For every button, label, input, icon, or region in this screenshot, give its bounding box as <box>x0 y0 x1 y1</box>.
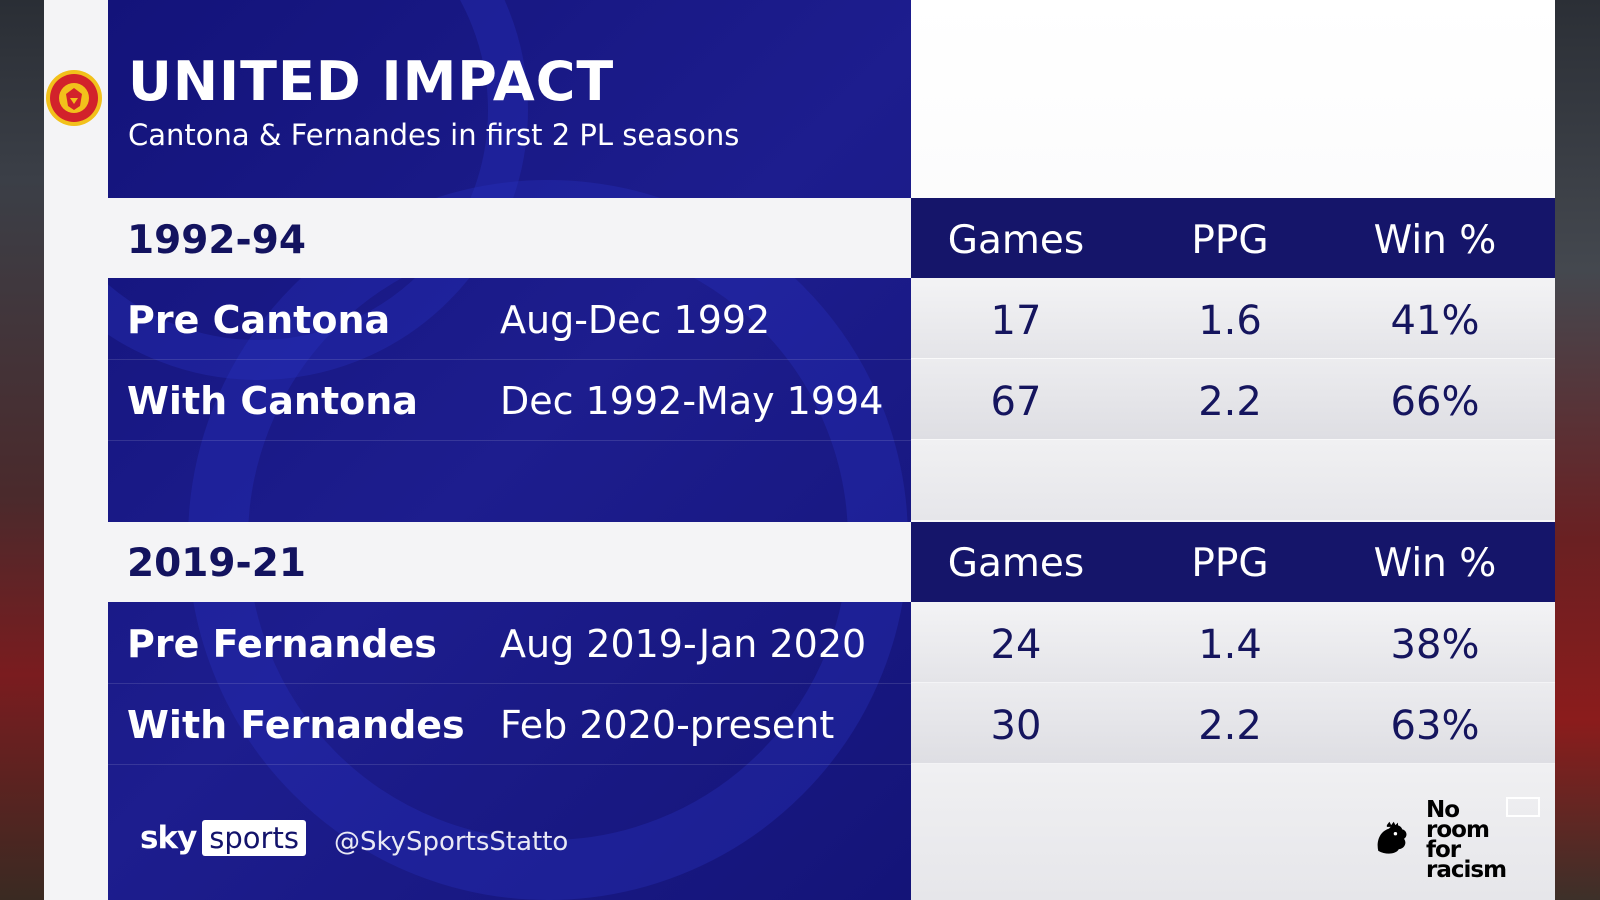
row-name: Pre Fernandes <box>127 622 437 666</box>
twitter-handle: @SkySportsStatto <box>334 827 569 857</box>
campaign-word: racism <box>1426 857 1507 883</box>
cell-ppg: 1.4 <box>1198 622 1262 668</box>
manchester-united-crest-icon <box>46 70 102 126</box>
row-name: Pre Cantona <box>127 298 391 342</box>
row-name: With Fernandes <box>127 703 465 747</box>
stadium-background-right <box>1555 0 1600 900</box>
table-spacer-band <box>911 440 1555 520</box>
column-header-ppg: PPG <box>1191 218 1269 263</box>
table-spacer-band <box>911 764 1555 900</box>
cell-ppg: 2.2 <box>1198 379 1262 425</box>
section-header-bar <box>108 198 911 278</box>
cell-win: 63% <box>1390 703 1480 749</box>
row-period: Dec 1992-May 1994 <box>500 379 884 423</box>
row-divider <box>108 440 911 441</box>
section-header-bar <box>108 522 911 602</box>
cell-games: 30 <box>990 703 1042 749</box>
row-period: Aug 2019-Jan 2020 <box>500 622 867 666</box>
cell-win: 38% <box>1390 622 1480 668</box>
section-label: 2019-21 <box>127 541 307 586</box>
stadium-background-left <box>0 0 44 900</box>
cell-games: 67 <box>990 379 1042 425</box>
row-divider <box>108 683 911 684</box>
column-header-bar <box>911 198 1555 278</box>
campaign-word: for <box>1426 837 1461 863</box>
row-divider <box>108 359 911 360</box>
campaign-word: No <box>1426 797 1460 823</box>
table-row-band <box>911 278 1555 358</box>
page-subtitle: Cantona & Fernandes in first 2 PL season… <box>128 118 740 152</box>
column-header-bar <box>911 522 1555 602</box>
cell-win: 41% <box>1390 298 1480 344</box>
page-title: UNITED IMPACT <box>128 50 615 113</box>
cell-games: 17 <box>990 298 1042 344</box>
column-header-games: Games <box>947 541 1085 586</box>
sports-wordmark: sports <box>202 820 306 856</box>
table-row-band <box>911 602 1555 682</box>
column-header-win: Win % <box>1373 541 1497 586</box>
row-name: With Cantona <box>127 379 418 423</box>
cell-ppg: 1.6 <box>1198 298 1262 344</box>
cell-win: 66% <box>1390 379 1480 425</box>
column-header-ppg: PPG <box>1191 541 1269 586</box>
row-period: Aug-Dec 1992 <box>500 298 771 342</box>
row-divider <box>108 764 911 765</box>
no-room-for-racism-logo: No room for racism <box>1426 797 1507 883</box>
row-period: Feb 2020-present <box>500 703 835 747</box>
broadcast-indicator <box>1506 797 1540 817</box>
campaign-word: room <box>1426 817 1490 843</box>
sky-sports-logo: sky sports <box>140 820 306 856</box>
cell-games: 24 <box>990 622 1042 668</box>
cell-ppg: 2.2 <box>1198 703 1262 749</box>
column-header-win: Win % <box>1373 218 1497 263</box>
premier-league-lion-icon <box>1377 821 1407 854</box>
section-label: 1992-94 <box>127 218 307 263</box>
table-row-band <box>911 683 1555 763</box>
sky-wordmark: sky <box>140 820 197 856</box>
column-header-games: Games <box>947 218 1085 263</box>
table-row-band <box>911 359 1555 439</box>
